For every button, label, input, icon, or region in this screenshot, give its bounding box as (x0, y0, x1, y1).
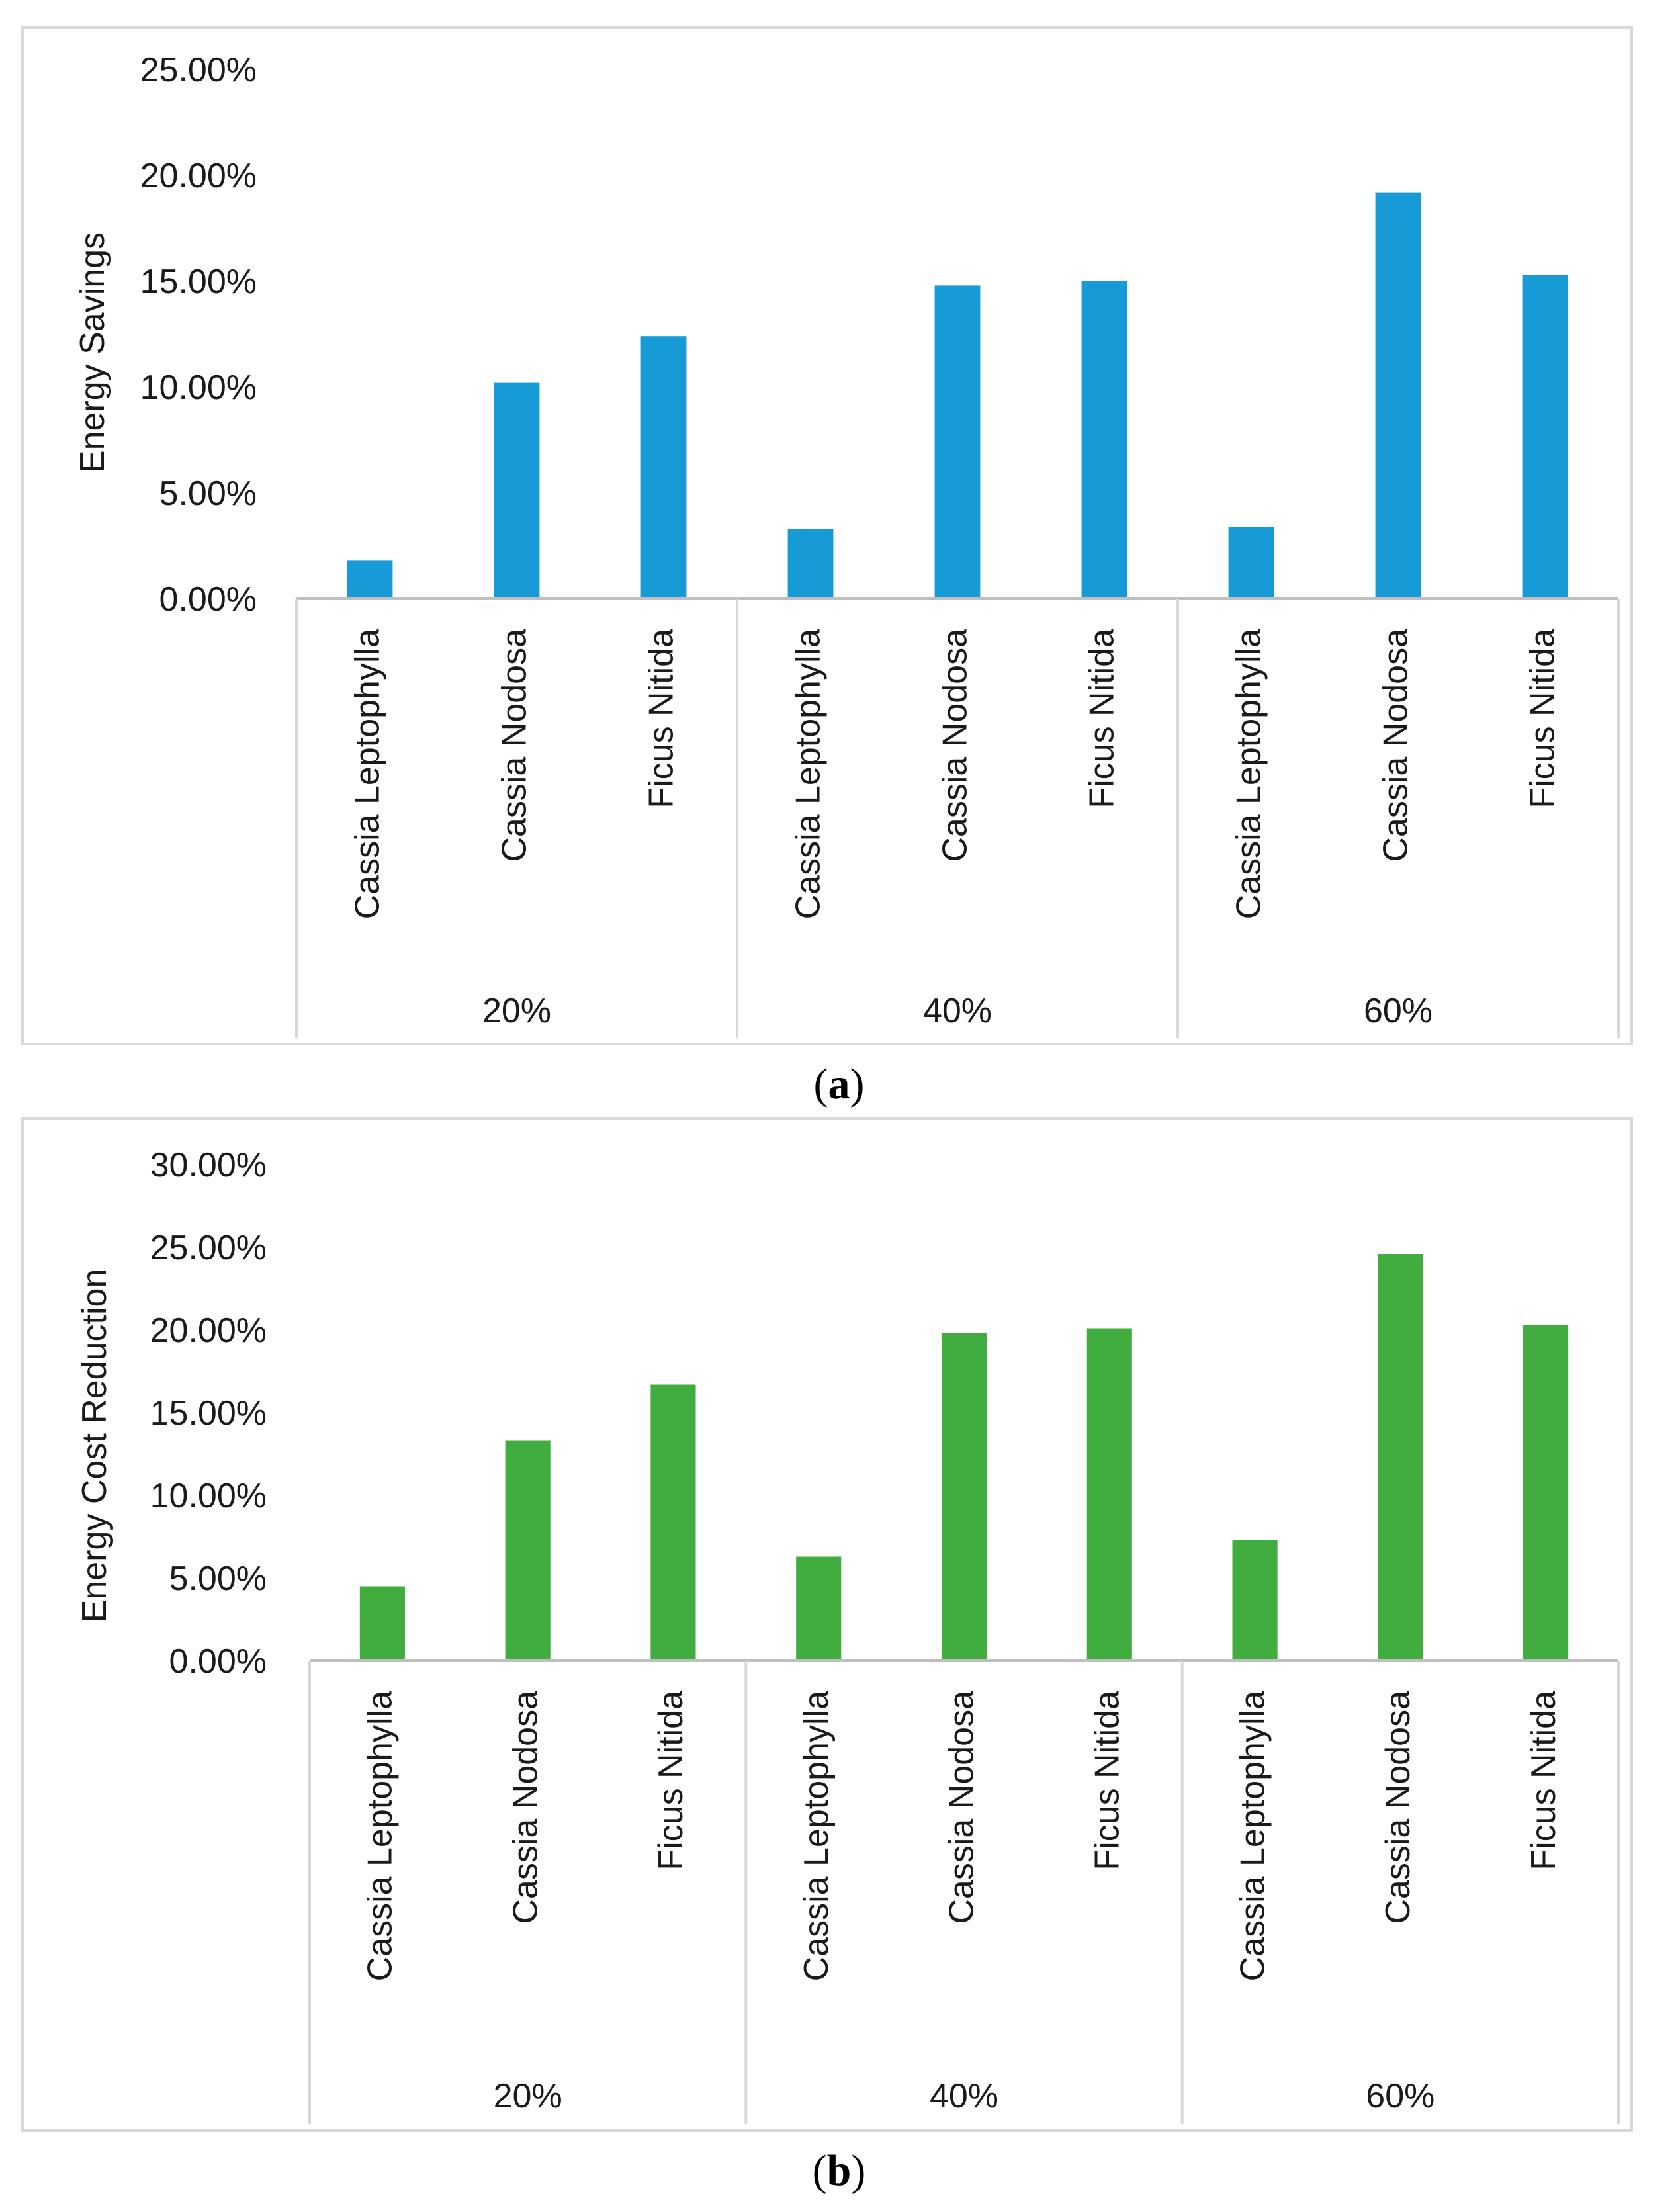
x-group-label: 60% (1364, 992, 1433, 1030)
x-category-label: Cassia Leptophylla (1230, 629, 1268, 919)
bar-20%-cassia-leptophylla (347, 560, 393, 599)
bars-b (359, 1254, 1569, 1661)
y-tick-label: 5.00% (159, 474, 257, 513)
x-group-label: 20% (494, 2077, 562, 2115)
y-tick-label: 20.00% (150, 1311, 267, 1350)
panel-caption-b: (b) (813, 2146, 866, 2195)
x-category-label: Cassia Nodosa (943, 1691, 981, 1924)
bar-40%-ficus-nitida (1086, 1328, 1132, 1661)
y-tick-label: 5.00% (169, 1560, 267, 1598)
chart-panel-a: Energy Savings 0.00% 5.00% 10.00% 15.00% 20.… (21, 26, 1633, 1045)
bar-20%-ficus-nitida (650, 1384, 696, 1661)
x-category-label: Cassia Leptophylla (797, 1691, 836, 1981)
x-category-label: Cassia Leptophylla (789, 629, 828, 919)
x-category-label: Cassia Nodosa (936, 629, 975, 862)
y-tick-label: 25.00% (140, 51, 257, 89)
y-tick-label: 0.00% (159, 580, 257, 619)
bar-60%-ficus-nitida (1523, 1325, 1569, 1661)
bar-60%-cassia-nodosa (1378, 1254, 1423, 1661)
y-tick-label: 15.00% (150, 1394, 267, 1433)
bar-20%-cassia-nodosa (505, 1440, 551, 1661)
x-category-label: Ficus Nitida (1524, 1691, 1563, 1871)
x-group-label: 40% (930, 2077, 998, 2115)
x-category-label: Cassia Leptophylla (1233, 1691, 1272, 1981)
x-category-label: Ficus Nitida (1524, 629, 1562, 809)
y-axis-title-a: Energy Savings (73, 232, 112, 473)
x-category-label: Cassia Leptophylla (361, 1691, 400, 1981)
y-tick-label: 0.00% (169, 1642, 267, 1681)
x-category-label: Ficus Nitida (642, 629, 681, 809)
chart-panel-b: Energy Cost Reduction 0.00% 5.00% 10.00% 15… (21, 1117, 1633, 2132)
bar-40%-ficus-nitida (1081, 281, 1127, 599)
x-category-label: Cassia Leptophylla (349, 629, 387, 919)
bar-40%-cassia-leptophylla (796, 1556, 842, 1661)
x-axis-b: Cassia Leptophylla Cassia Nodosa Ficus Nit… (308, 1659, 1620, 2124)
x-category-label: Ficus Nitida (1083, 629, 1122, 809)
x-category-label: Cassia Nodosa (496, 629, 534, 862)
y-tick-label: 15.00% (140, 263, 257, 301)
x-group-label: 60% (1366, 2077, 1435, 2115)
panel-caption-a: (a) (814, 1060, 865, 1108)
bar-40%-cassia-nodosa (934, 285, 981, 599)
bar-60%-cassia-leptophylla (1228, 527, 1274, 599)
y-tick-labels-a: 0.00% 5.00% 10.00% 15.00% 20.00% 25.00% (140, 51, 257, 619)
bar-60%-ficus-nitida (1522, 275, 1568, 599)
bar-40%-cassia-nodosa (941, 1333, 987, 1661)
bar-20%-cassia-nodosa (494, 382, 540, 599)
bar-20%-ficus-nitida (640, 336, 687, 599)
x-category-label: Cassia Nodosa (506, 1691, 545, 1924)
y-tick-label: 20.00% (140, 157, 257, 195)
x-category-label: Cassia Nodosa (1377, 629, 1415, 862)
y-axis-title-b: Energy Cost Reduction (75, 1269, 114, 1623)
bar-20%-cassia-leptophylla (359, 1586, 405, 1661)
y-tick-label: 10.00% (150, 1477, 267, 1515)
x-category-label: Cassia Nodosa (1379, 1691, 1417, 1924)
x-group-label: 20% (482, 992, 551, 1030)
y-tick-label: 10.00% (140, 369, 257, 407)
bars-a (347, 192, 1568, 599)
bar-60%-cassia-leptophylla (1232, 1540, 1278, 1661)
x-group-label: 40% (923, 992, 992, 1030)
x-axis-a: Cassia Leptophylla Cassia Nodosa Ficus Nit… (295, 597, 1620, 1038)
x-category-label: Ficus Nitida (1088, 1691, 1127, 1871)
bar-40%-cassia-leptophylla (787, 529, 834, 599)
y-tick-label: 30.00% (150, 1146, 267, 1184)
bar-60%-cassia-nodosa (1375, 192, 1421, 599)
y-tick-label: 25.00% (150, 1229, 267, 1267)
y-tick-labels-b: 0.00% 5.00% 10.00% 15.00% 20.00% 25.00% 30.00% (150, 1146, 267, 1681)
x-category-label: Ficus Nitida (652, 1691, 690, 1871)
